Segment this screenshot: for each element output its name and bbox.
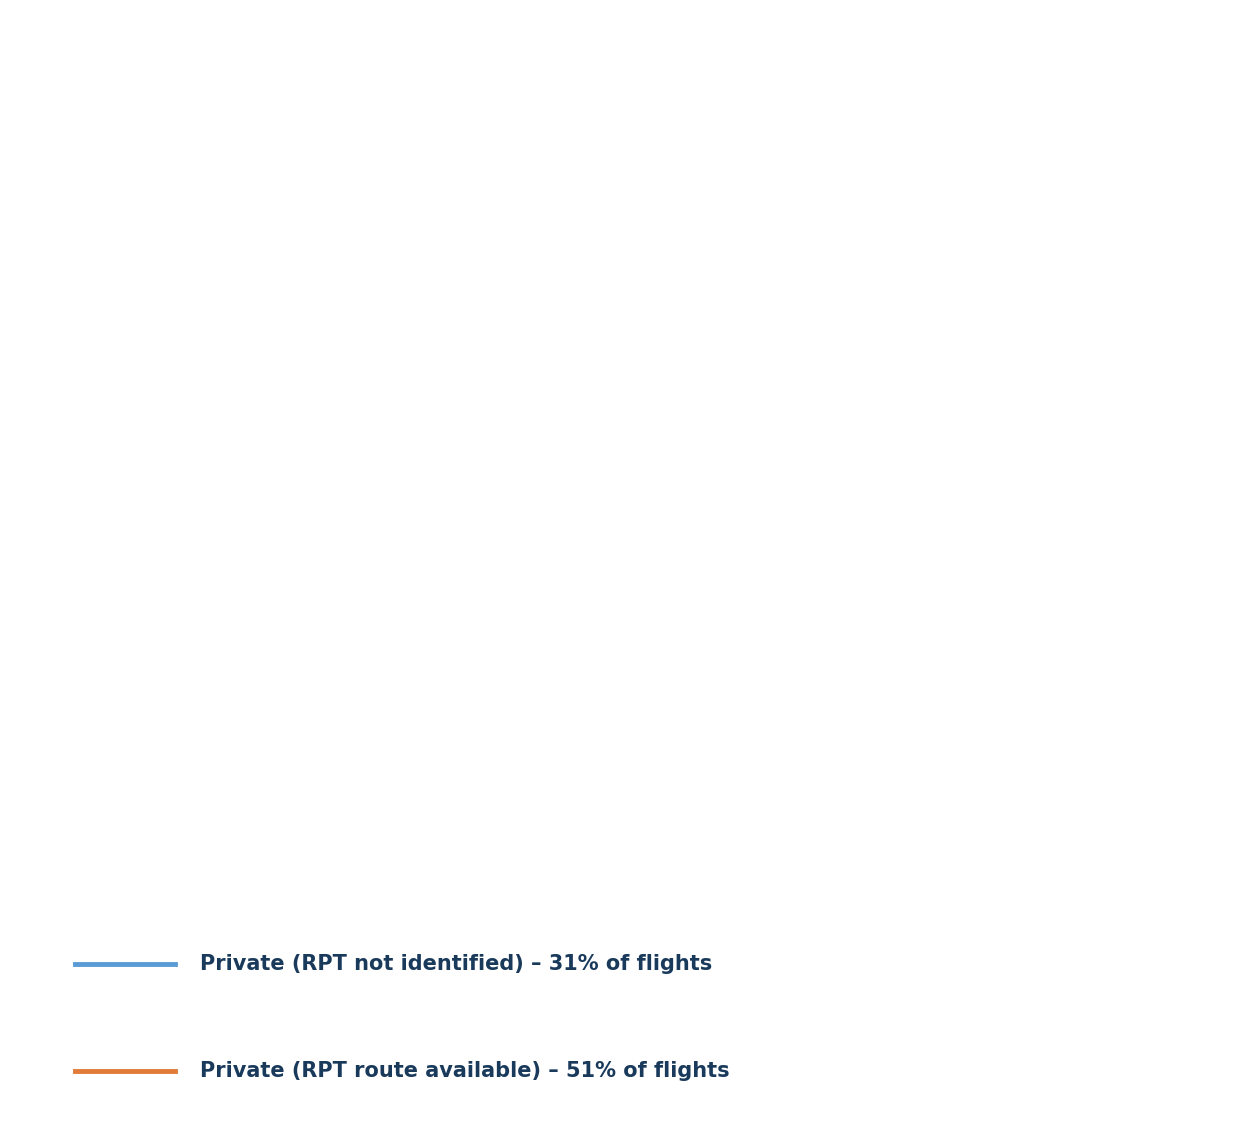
Text: Private (RPT route available) – 51% of flights: Private (RPT route available) – 51% of f… [200,1061,730,1080]
Text: Private (RPT not identified) – 31% of flights: Private (RPT not identified) – 31% of fl… [200,954,712,974]
